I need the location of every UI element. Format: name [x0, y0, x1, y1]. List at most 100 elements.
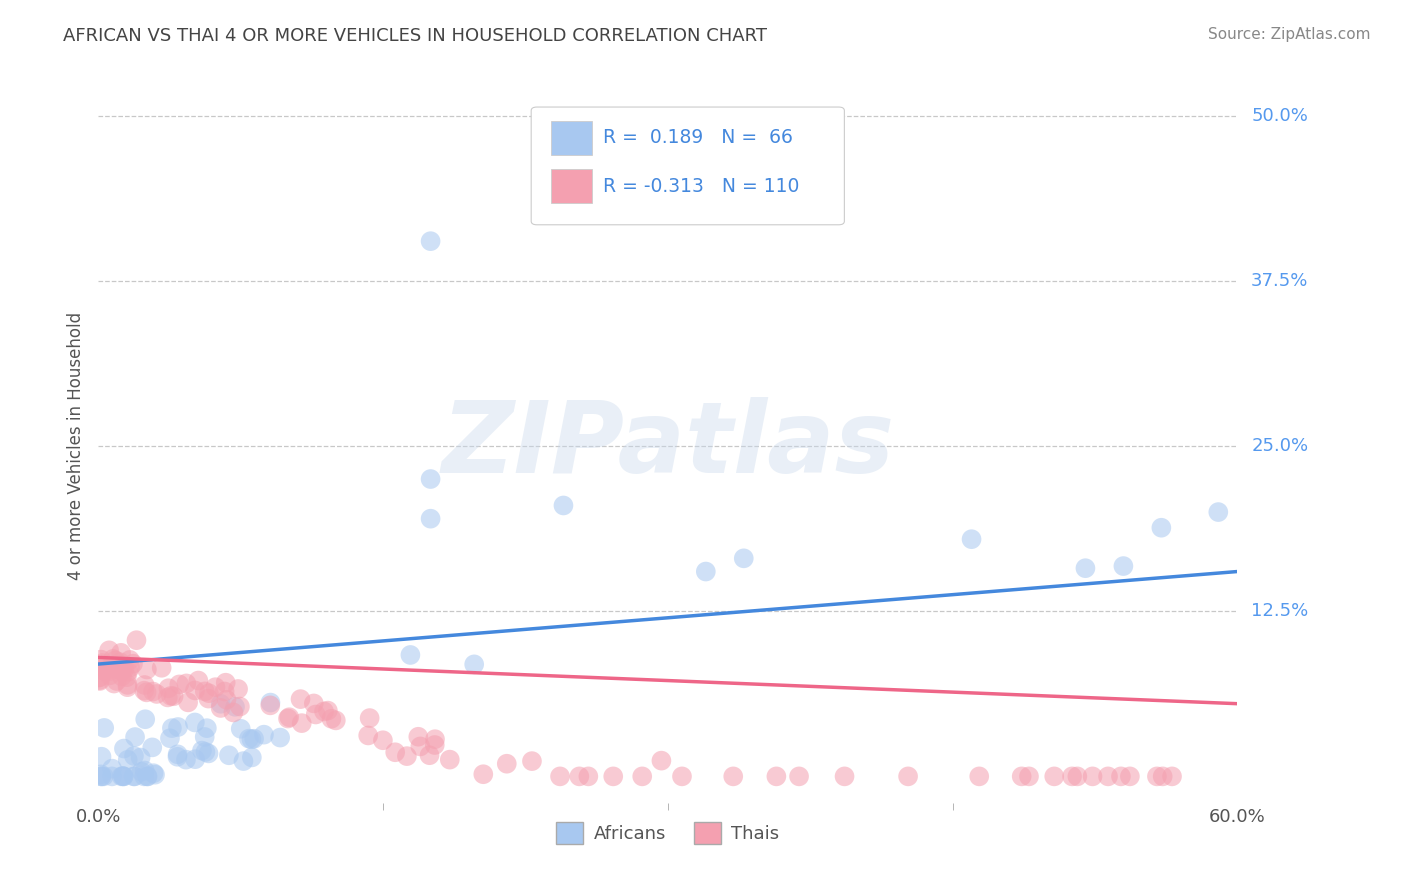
Point [399, 648, 422, 662]
Point [1161, 769, 1184, 783]
Point [134, 764, 156, 778]
Point [1109, 769, 1132, 783]
Point [156, 690, 179, 705]
Point [134, 769, 156, 783]
Point [124, 769, 146, 783]
Point [520, 754, 543, 768]
Point [1066, 769, 1088, 783]
Point [278, 710, 301, 724]
Point [93, 664, 115, 678]
Point [167, 720, 190, 734]
Point [240, 750, 263, 764]
Point [253, 728, 276, 742]
Point [1062, 769, 1084, 783]
Point [122, 657, 145, 671]
Point [1081, 769, 1104, 783]
Point [195, 721, 218, 735]
Point [135, 685, 157, 699]
Text: R = -0.313   N = 110: R = -0.313 N = 110 [603, 177, 799, 195]
Point [197, 747, 219, 761]
Point [134, 683, 156, 698]
Point [118, 653, 141, 667]
Point [90, 749, 112, 764]
Point [108, 655, 131, 669]
Point [141, 740, 163, 755]
Point [96, 658, 118, 673]
Text: 25.0%: 25.0% [1251, 437, 1309, 455]
Point [110, 646, 132, 660]
Point [269, 731, 291, 745]
Text: 50.0%: 50.0% [1251, 107, 1308, 125]
Point [259, 696, 281, 710]
Text: 37.5%: 37.5% [1251, 272, 1309, 290]
Point [159, 731, 181, 746]
Point [423, 738, 446, 752]
Point [419, 234, 441, 248]
Text: 12.5%: 12.5% [1251, 602, 1309, 620]
Point [134, 678, 156, 692]
Point [194, 730, 217, 744]
Point [104, 660, 127, 674]
Point [1018, 769, 1040, 783]
Point [166, 749, 188, 764]
Point [439, 753, 461, 767]
Point [112, 769, 135, 783]
Point [131, 764, 153, 779]
Point [1208, 505, 1230, 519]
Point [229, 699, 252, 714]
Point [136, 769, 159, 783]
Point [166, 747, 188, 762]
Point [90, 769, 112, 783]
Point [112, 769, 135, 783]
Point [124, 730, 146, 744]
FancyBboxPatch shape [551, 120, 592, 155]
Point [98, 643, 121, 657]
Point [122, 748, 145, 763]
Point [110, 664, 132, 678]
Point [101, 658, 124, 673]
Point [129, 750, 152, 764]
Point [93, 721, 115, 735]
Point [259, 698, 281, 713]
Point [1112, 559, 1135, 574]
Point [184, 683, 207, 698]
Point [136, 769, 159, 783]
Point [90, 652, 112, 666]
Point [395, 749, 418, 764]
Point [142, 684, 165, 698]
Point [384, 745, 406, 759]
Point [184, 715, 207, 730]
Point [145, 687, 167, 701]
Point [89, 673, 111, 688]
FancyBboxPatch shape [531, 107, 845, 225]
Point [214, 684, 236, 698]
Point [226, 681, 249, 696]
Point [695, 565, 717, 579]
Point [114, 662, 136, 676]
Point [160, 721, 183, 735]
Point [98, 664, 121, 678]
Point [568, 769, 591, 783]
Point [419, 472, 441, 486]
Point [650, 754, 672, 768]
Point [671, 769, 693, 783]
Point [105, 673, 128, 688]
Y-axis label: 4 or more Vehicles in Household: 4 or more Vehicles in Household [66, 312, 84, 580]
Point [142, 766, 165, 780]
Point [576, 769, 599, 783]
Point [222, 706, 245, 720]
Point [419, 748, 441, 763]
Point [277, 712, 299, 726]
Point [240, 732, 263, 747]
Point [472, 767, 495, 781]
Point [765, 769, 787, 783]
Point [111, 669, 134, 683]
Point [1074, 561, 1097, 575]
Point [312, 705, 335, 719]
Point [194, 684, 217, 698]
Point [111, 769, 134, 783]
Point [321, 712, 343, 726]
Point [834, 769, 856, 783]
Point [1152, 769, 1174, 783]
Point [174, 753, 197, 767]
